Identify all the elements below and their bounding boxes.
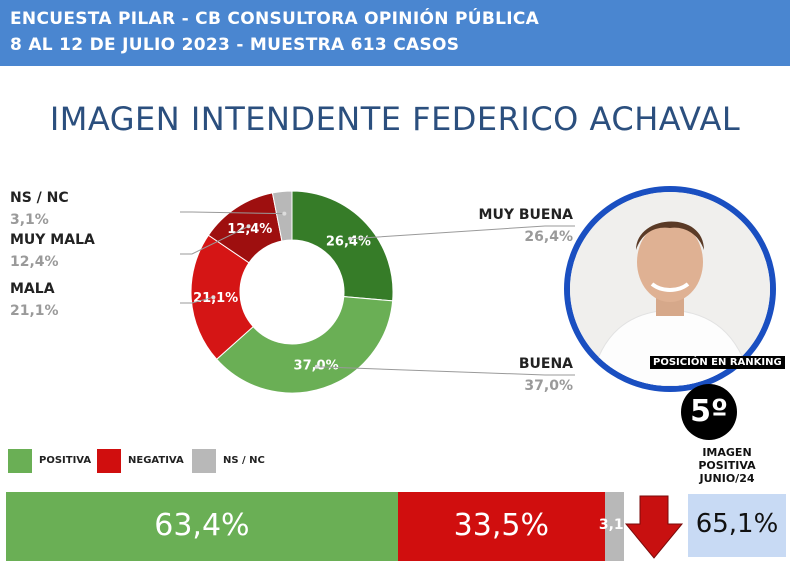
bar-label-negativa: 33,5% <box>453 508 549 543</box>
note-line-3: JUNIO/24 <box>699 472 755 485</box>
note-line-2: POSITIVA <box>698 459 756 472</box>
legend-label-ns-nc: NS / NC <box>223 455 265 466</box>
donut-label-muy-mala: 12,4% <box>227 222 272 237</box>
header-title: ENCUESTA PILAR - CB CONSULTORA OPINIÓN P… <box>10 9 540 29</box>
ranking-position: 5º <box>681 384 737 440</box>
bar-label-ns-nc: 3,1% <box>598 517 638 533</box>
leader-dot-mala <box>211 295 216 300</box>
donut-slice-muy-buena <box>291 190 394 302</box>
previous-image-note: IMAGEN POSITIVA JUNIO/24 <box>684 446 770 485</box>
previous-value-box <box>688 494 786 557</box>
legend-label-positiva: POSITIVA <box>39 455 92 466</box>
leader-line-ns-nc <box>180 211 285 215</box>
bar-label-positiva: 63,4% <box>154 508 250 543</box>
chart-title: IMAGEN INTENDENTE FEDERICO ACHAVAL <box>49 100 741 138</box>
leader-dot-buena <box>314 364 319 369</box>
note-line-1: IMAGEN <box>702 446 752 459</box>
label-muy-buena: MUY BUENA <box>478 207 573 223</box>
person-avatar-icon <box>570 192 770 386</box>
leader-line-buena <box>316 366 575 376</box>
donut-label-muy-buena: 26,4% <box>326 234 371 249</box>
value-buena: 37,0% <box>524 378 573 394</box>
label-mala: MALA <box>10 281 55 297</box>
bar-segment-negativa <box>397 492 605 561</box>
leader-dot-ns-nc <box>282 211 287 216</box>
bar-segment-positiva <box>6 492 398 561</box>
donut-slice-buena <box>215 296 394 394</box>
label-muy-mala: MUY MALA <box>10 232 95 248</box>
value-mala: 21,1% <box>10 303 59 319</box>
value-ns-nc: 3,1% <box>10 212 49 228</box>
legend-label-negativa: NEGATIVA <box>128 455 184 466</box>
previous-value: 65,1% <box>695 509 779 539</box>
leader-dot-muy-mala <box>246 224 251 229</box>
bar-segment-ns-nc <box>604 492 624 561</box>
legend-swatch-ns-nc <box>192 449 216 473</box>
header-banner: ENCUESTA PILAR - CB CONSULTORA OPINIÓN P… <box>0 0 790 66</box>
leader-line-muy-buena <box>350 225 575 240</box>
label-ns-nc: NS / NC <box>10 190 69 206</box>
ranking-label: POSICIÓN EN RANKING <box>650 356 785 369</box>
label-buena: BUENA <box>518 356 573 372</box>
donut-slice-ns-nc <box>271 190 293 242</box>
leader-line-mala <box>180 296 214 304</box>
header-subtitle: 8 AL 12 DE JULIO 2023 - MUESTRA 613 CASO… <box>10 35 460 55</box>
legend-swatch-positiva <box>8 449 32 473</box>
leader-line-muy-mala <box>180 225 249 255</box>
value-muy-mala: 12,4% <box>10 254 59 270</box>
donut-label-mala: 21,1% <box>193 291 238 306</box>
value-muy-buena: 26,4% <box>524 229 573 245</box>
legend-swatch-negativa <box>97 449 121 473</box>
leader-dot-muy-buena <box>348 236 353 241</box>
